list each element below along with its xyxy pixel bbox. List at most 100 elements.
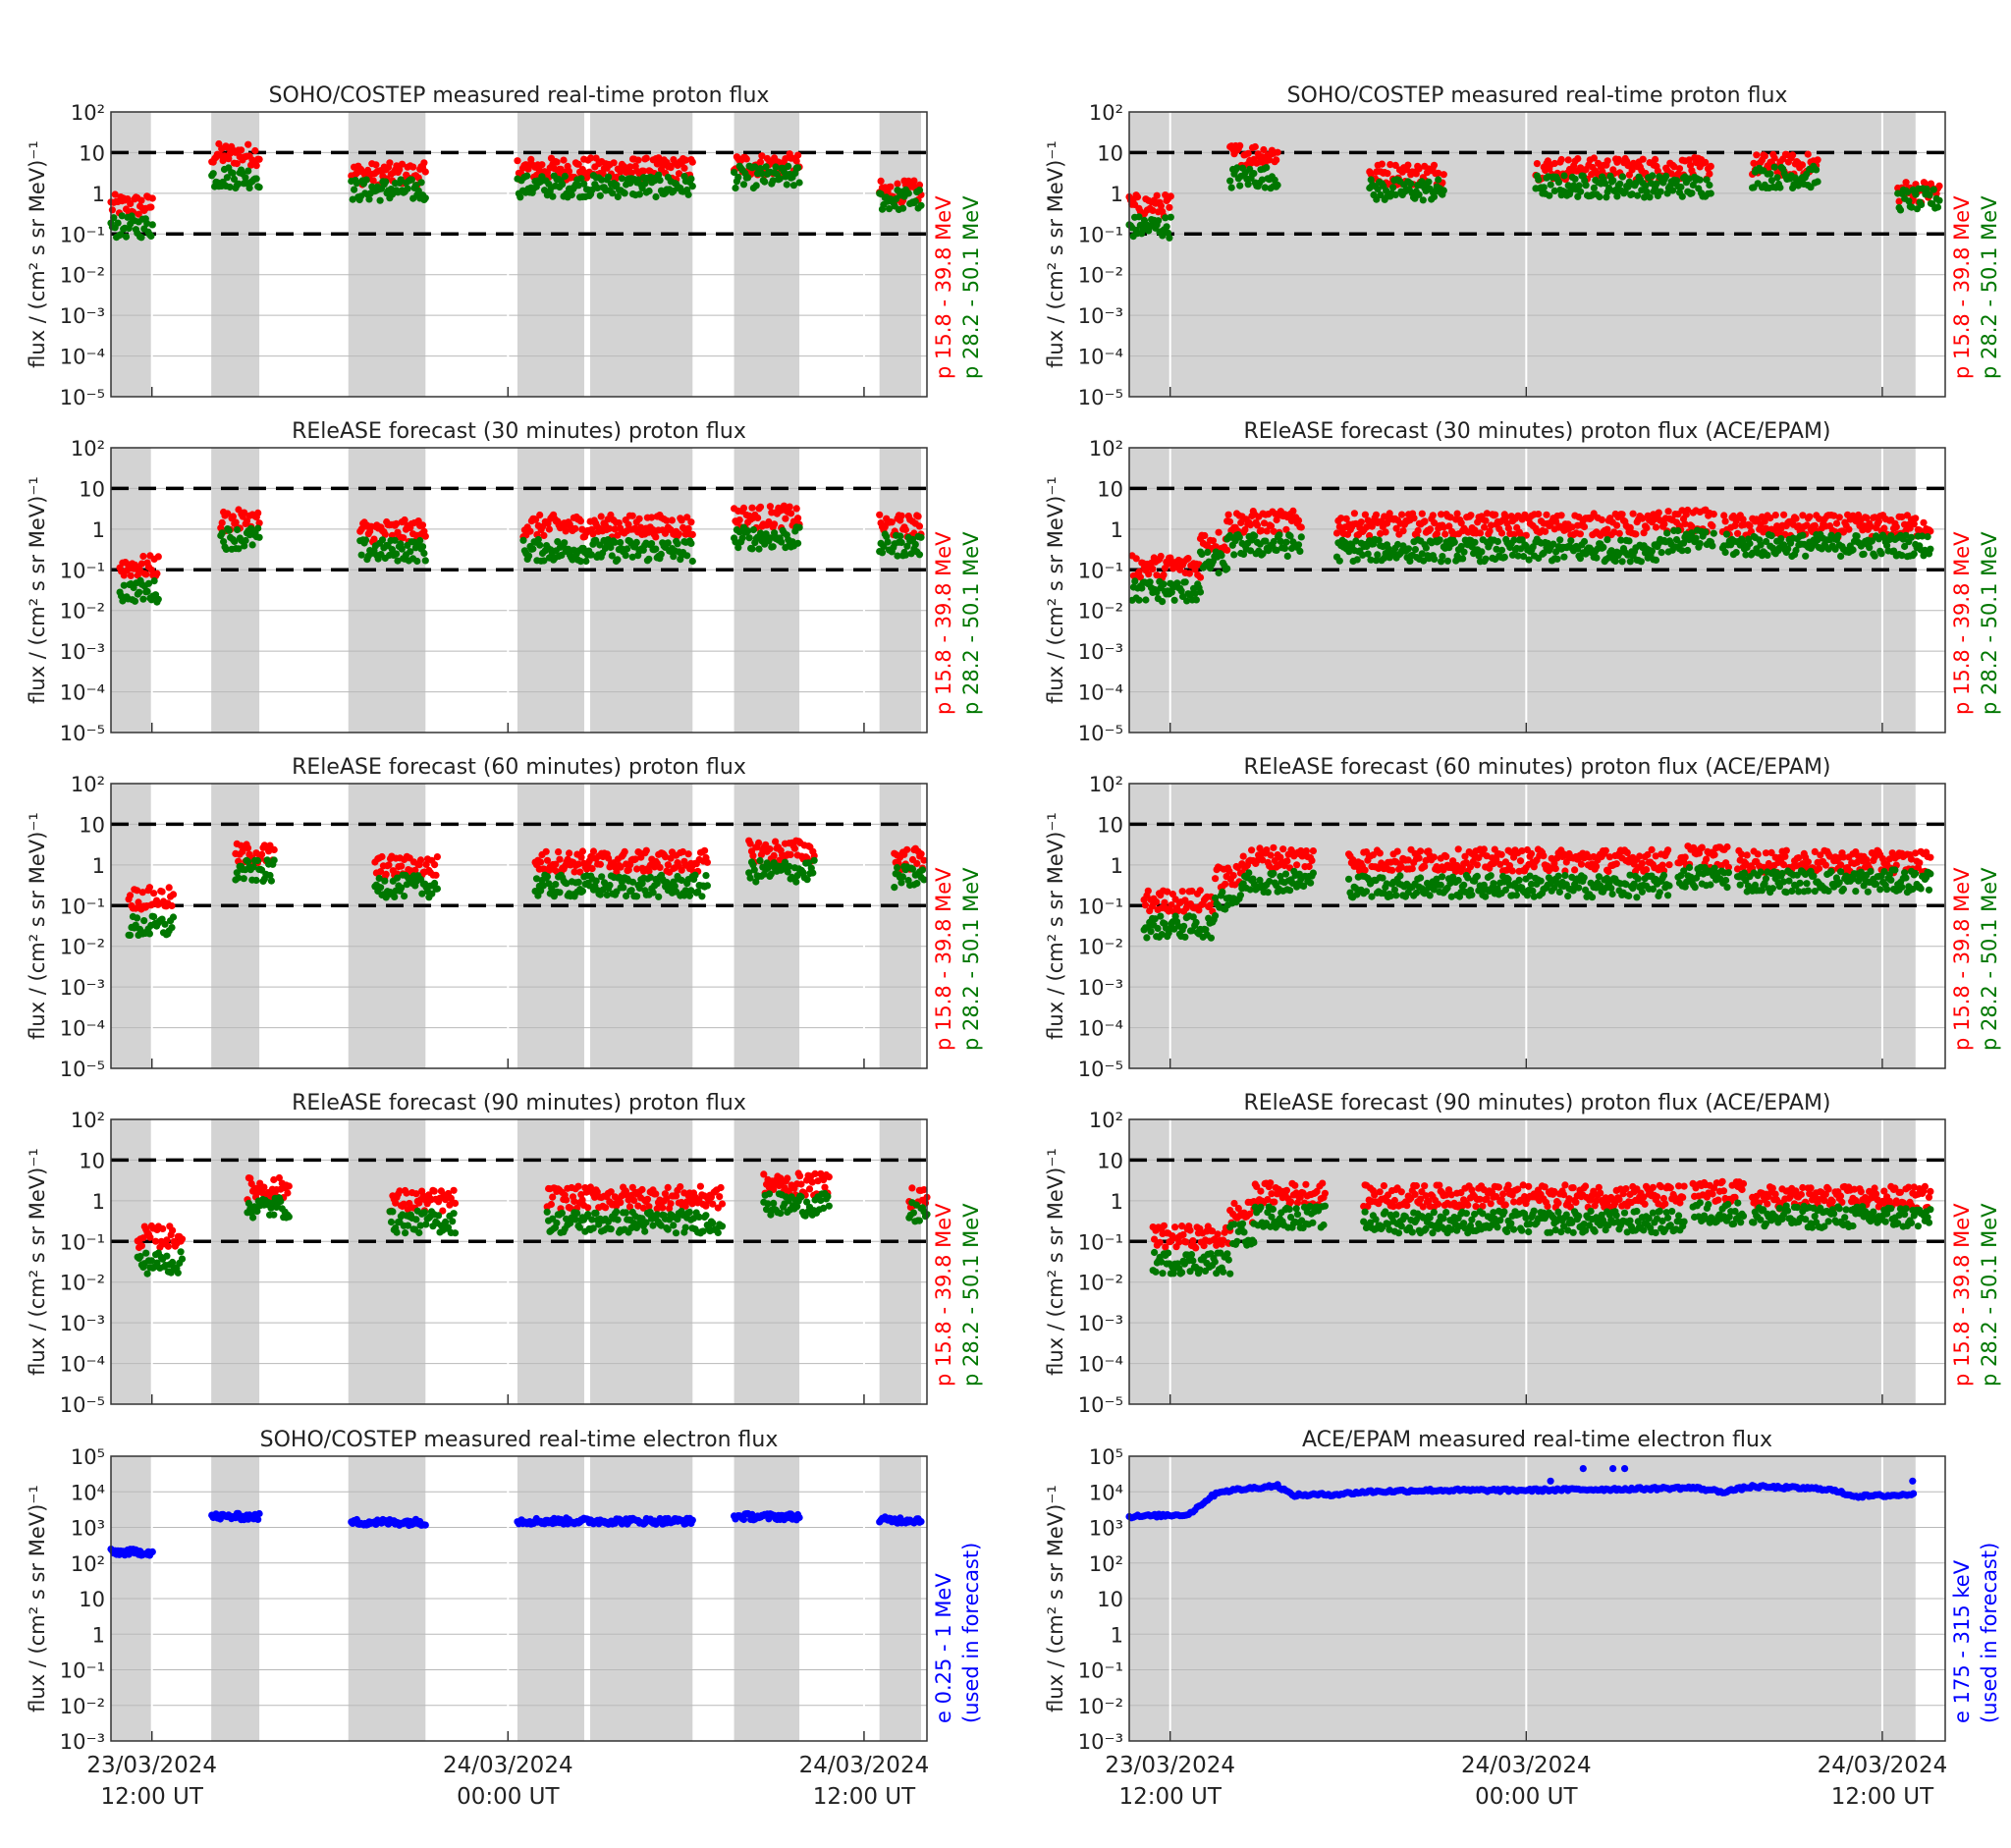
data-point <box>1161 898 1169 906</box>
data-point <box>1398 511 1406 518</box>
data-point <box>1649 172 1657 180</box>
y-tick-label: 10⁻³ <box>60 640 105 664</box>
data-point <box>1684 546 1692 555</box>
data-point <box>652 192 660 201</box>
data-point <box>596 191 604 199</box>
y-tick-label: 10⁻³ <box>60 976 105 1000</box>
data-point <box>1867 867 1875 876</box>
data-point <box>1557 155 1565 164</box>
data-point <box>165 884 173 892</box>
shaded-interval <box>590 1119 693 1404</box>
data-point <box>108 206 116 214</box>
data-point <box>1698 843 1706 851</box>
data-point <box>1633 894 1641 901</box>
data-point <box>645 187 653 195</box>
data-point <box>758 170 766 178</box>
data-point <box>1239 852 1247 860</box>
data-point <box>1637 558 1645 566</box>
data-point <box>1516 857 1525 865</box>
shaded-interval <box>879 448 921 733</box>
data-point <box>1927 853 1934 861</box>
data-point <box>1408 865 1416 873</box>
y-tick-label: 10⁻⁵ <box>60 722 105 745</box>
data-point <box>1473 872 1481 881</box>
data-point <box>1535 176 1543 184</box>
data-point <box>684 190 692 198</box>
data-point <box>230 175 239 183</box>
data-point <box>1732 549 1740 557</box>
data-point <box>139 552 147 561</box>
data-point <box>794 515 802 522</box>
data-point <box>1821 861 1829 869</box>
data-point <box>1153 191 1161 199</box>
data-point <box>1754 850 1762 858</box>
data-point <box>1133 193 1142 201</box>
data-point <box>381 877 389 885</box>
data-point <box>1696 540 1704 548</box>
series-green <box>1125 162 1943 242</box>
data-point <box>576 517 585 525</box>
data-point <box>527 155 535 163</box>
data-point <box>1832 519 1841 527</box>
data-point <box>1710 511 1717 518</box>
data-point <box>1350 510 1358 517</box>
data-point <box>1665 882 1673 890</box>
data-point <box>1925 886 1933 894</box>
data-point <box>150 577 158 585</box>
data-point <box>1386 161 1394 169</box>
data-point <box>652 545 660 553</box>
data-point <box>1891 866 1899 874</box>
data-point <box>783 181 790 189</box>
data-point <box>621 190 628 197</box>
data-point <box>1270 869 1277 878</box>
data-point <box>674 540 681 548</box>
data-point <box>574 878 582 887</box>
data-point <box>559 181 567 189</box>
data-point <box>1612 860 1620 868</box>
data-point <box>252 162 260 170</box>
data-point <box>645 867 653 875</box>
data-point <box>361 536 370 544</box>
data-point <box>1634 191 1642 199</box>
data-point <box>1750 159 1758 167</box>
data-point <box>147 203 155 211</box>
data-point <box>1219 888 1226 897</box>
data-point <box>1454 876 1462 885</box>
data-point <box>1553 555 1561 563</box>
data-point <box>1813 166 1821 174</box>
y-tick-label: 10⁻¹ <box>60 895 105 918</box>
data-point <box>1849 546 1857 554</box>
data-point <box>1391 161 1399 169</box>
data-point <box>1415 190 1423 198</box>
data-point <box>377 884 385 892</box>
data-point <box>1382 528 1389 536</box>
data-point <box>1430 161 1439 169</box>
data-point <box>587 154 595 162</box>
data-point <box>1482 555 1490 563</box>
data-point <box>641 180 649 188</box>
data-point <box>1757 868 1765 876</box>
data-point <box>1515 876 1523 885</box>
data-point <box>687 539 695 548</box>
data-point <box>1377 190 1385 199</box>
data-point <box>1383 187 1390 194</box>
y-tick-label: 10⁻³ <box>60 304 105 328</box>
data-point <box>795 179 803 187</box>
data-point <box>1652 523 1660 531</box>
data-point <box>1600 543 1607 552</box>
data-point <box>267 877 275 885</box>
shaded-interval <box>734 1119 800 1404</box>
data-point <box>1417 874 1425 882</box>
shaded-interval <box>879 784 921 1068</box>
data-point <box>1910 550 1918 558</box>
data-point <box>1512 892 1520 899</box>
data-point <box>1404 161 1412 169</box>
data-point <box>1155 217 1163 225</box>
data-point <box>1135 213 1143 221</box>
data-point <box>408 176 415 184</box>
y-axis-label: flux / (cm² s sr MeV)⁻¹ <box>1044 140 1067 368</box>
data-point <box>416 536 424 545</box>
data-point <box>755 839 763 847</box>
data-point <box>752 182 760 190</box>
data-point <box>1706 170 1713 178</box>
